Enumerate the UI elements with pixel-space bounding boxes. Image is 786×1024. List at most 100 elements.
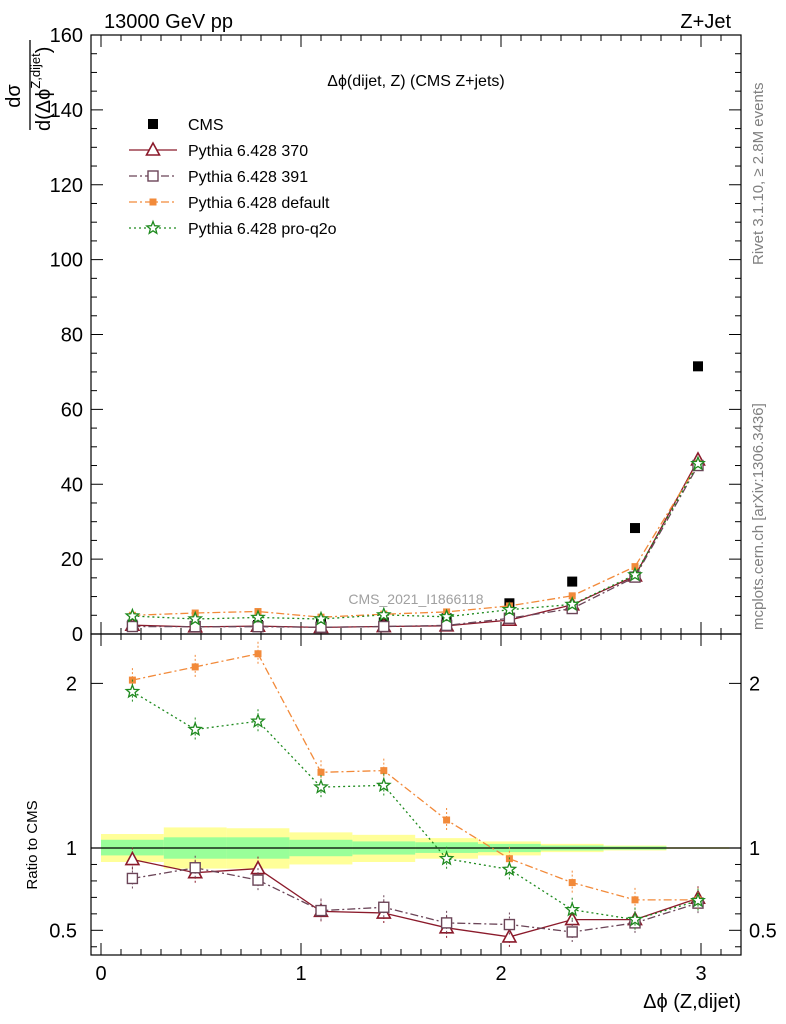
ratio-point-pythia-6-428-391 [566, 926, 578, 938]
legend-item-pythia-6-428-370: Pythia 6.428 370 [129, 141, 308, 160]
main-point-pythia-6-428-pro-q2o [438, 608, 455, 624]
analysis-watermark: CMS_2021_I1866118 [348, 591, 483, 607]
ratio-frame [90, 633, 742, 956]
main-point-cms [630, 523, 640, 534]
ratio-point-pythia-6-428-370 [124, 850, 141, 866]
legend-item-pythia-6-428-391: Pythia 6.428 391 [129, 169, 308, 186]
ratio-point-pythia-6-428-default [568, 879, 576, 887]
main-point-pythia-6-428-pro-q2o [124, 607, 141, 623]
ratio-point-pythia-6-428-pro-q2o [124, 683, 141, 699]
main-y-tick-label: 60 [61, 399, 83, 421]
main-y-tick-label: 80 [61, 325, 83, 347]
main-y-tick-label: 120 [50, 175, 83, 197]
y-axis-numerator: dσ [3, 84, 25, 108]
main-point-pythia-6-428-391 [252, 620, 264, 633]
main-line-pythia-6-428-391 [132, 465, 699, 628]
main-y-tick-label: 0 [72, 624, 83, 646]
legend: CMS Pythia 6.428 370 Pythia 6.428 391 Pythi… [129, 117, 337, 238]
main-point-pythia-6-428-default [568, 592, 576, 600]
ratio-point-pythia-6-428-370 [501, 928, 518, 943]
ratio-line-pythia-6-428-default [132, 653, 698, 901]
legend-marker [147, 170, 159, 182]
main-plot-title: Δϕ(dijet, Z) (CMS Z+jets) [327, 73, 504, 90]
legend-marker [145, 219, 161, 235]
legend-marker [148, 119, 158, 129]
ratio-series-pythia-6-428-391 [126, 855, 704, 944]
ratio-point-pythia-6-428-default [191, 663, 199, 671]
mcplots-label: mcplots.cern.ch [arXiv:1306.3436] [750, 403, 767, 630]
legend-label: Pythia 6.428 391 [188, 169, 308, 186]
ratio-point-pythia-6-428-pro-q2o [438, 850, 455, 866]
legend-marker [145, 141, 161, 156]
ratio-line-pythia-6-428-pro-q2o [132, 691, 699, 921]
ratio-y-tick-label-left: 2 [66, 673, 77, 695]
ratio-point-pythia-6-428-391 [252, 874, 264, 886]
ratio-line-pythia-6-428-370 [132, 858, 699, 938]
ratio-point-pythia-6-428-default [380, 767, 388, 775]
legend-label: Pythia 6.428 default [188, 195, 330, 212]
ratio-point-pythia-6-428-pro-q2o [690, 892, 706, 908]
ratio-y-tick-label-right: 1 [749, 838, 760, 860]
main-point-pythia-6-428-pro-q2o [501, 601, 518, 617]
ratio-point-pythia-6-428-pro-q2o [375, 777, 392, 793]
main-point-pythia-6-428-391 [503, 612, 516, 624]
main-y-axis-title: dσ d(ΔϕZ,dijet) [3, 40, 55, 131]
main-point-pythia-6-428-pro-q2o [250, 609, 266, 625]
ratio-point-pythia-6-428-pro-q2o [187, 721, 204, 737]
ratio-point-pythia-6-428-pro-q2o [564, 901, 581, 917]
main-point-pythia-6-428-pro-q2o [187, 610, 204, 626]
ratio-y-tick-label-right: 0.5 [749, 920, 777, 942]
main-point-pythia-6-428-pro-q2o [690, 455, 706, 471]
main-point-pythia-6-428-pro-q2o [564, 596, 581, 612]
ratio-point-pythia-6-428-default [254, 650, 262, 658]
main-point-pythia-6-428-391 [378, 620, 390, 633]
ratio-point-pythia-6-428-391 [189, 862, 201, 874]
ratio-panel: 0.5 0.5 1 1 2 2 0 1 2 3 [49, 633, 777, 985]
main-series-pythia-6-428-pro-q2o [124, 455, 706, 626]
main-point-pythia-6-428-pro-q2o [627, 566, 643, 582]
ratio-point-pythia-6-428-pro-q2o [501, 861, 518, 877]
main-point-cms [693, 361, 703, 372]
process-label: Z+Jet [680, 11, 731, 33]
ratio-point-pythia-6-428-391 [503, 918, 516, 931]
main-line-pythia-6-428-pro-q2o [132, 463, 699, 620]
main-point-pythia-6-428-pro-q2o [313, 610, 329, 626]
ratio-line-pythia-6-428-391 [132, 867, 699, 933]
x-tick-label: 0 [95, 963, 106, 985]
ratio-point-pythia-6-428-391 [440, 917, 453, 929]
x-tick-label: 2 [495, 963, 506, 985]
ratio-point-pythia-6-428-391 [126, 872, 139, 885]
ratio-y-tick-label-left: 0.5 [49, 920, 77, 942]
main-y-tick-label: 160 [50, 25, 83, 47]
main-point-pythia-6-428-391 [440, 619, 453, 632]
x-tick-label: 1 [295, 963, 306, 985]
energy-label: 13000 GeV pp [104, 11, 233, 33]
ratio-point-pythia-6-428-pro-q2o [627, 911, 643, 927]
ratio-point-pythia-6-428-default [317, 768, 325, 776]
legend-item-pythia-6-428-default: Pythia 6.428 default [129, 195, 330, 212]
ratio-y-tick-label-left: 1 [66, 838, 77, 860]
ratio-y-axis-title: Ratio to CMS [24, 800, 41, 889]
main-line-pythia-6-428-default [132, 463, 699, 618]
main-point-pythia-6-428-391 [126, 620, 139, 633]
main-panel: 0 20 40 60 80 100 120 140 160 [50, 25, 742, 646]
legend-label: CMS [188, 117, 224, 134]
legend-marker [149, 198, 157, 206]
ratio-point-pythia-6-428-default [443, 816, 451, 824]
main-y-tick-label: 100 [50, 250, 83, 272]
rivet-version-label: Rivet 3.1.10, ≥ 2.8M events [750, 83, 767, 266]
ratio-point-pythia-6-428-391 [378, 901, 390, 913]
legend-item-pythia-6-428-pro-q2o: Pythia 6.428 pro-q2o [129, 219, 337, 238]
ratio-point-pythia-6-428-pro-q2o [313, 778, 329, 794]
main-y-tick-label: 40 [61, 474, 83, 496]
main-line-pythia-6-428-370 [132, 459, 699, 629]
ratio-point-pythia-6-428-391 [315, 904, 327, 917]
main-point-cms [567, 576, 578, 587]
main-y-tick-label: 20 [61, 549, 83, 571]
ratio-series-pythia-6-428-pro-q2o [124, 679, 706, 932]
x-axis-title: Δϕ (Z,dijet) [643, 991, 741, 1013]
ratio-point-pythia-6-428-pro-q2o [250, 712, 266, 728]
legend-label: Pythia 6.428 370 [188, 143, 308, 160]
x-tick-label: 3 [695, 963, 706, 985]
